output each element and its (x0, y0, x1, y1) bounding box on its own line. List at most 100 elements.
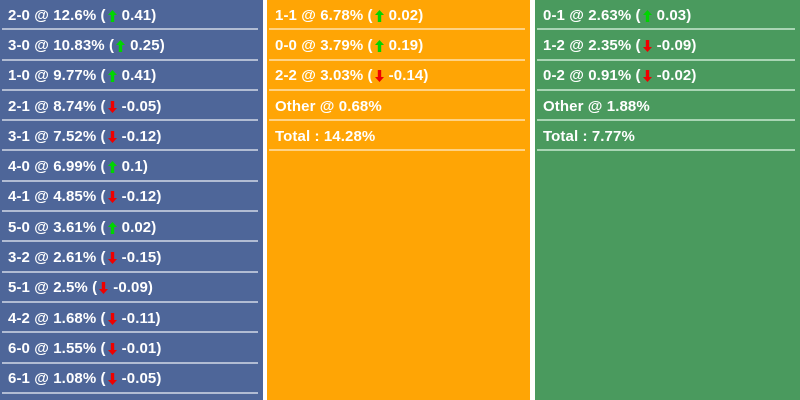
delta-close-paren: ) (156, 127, 162, 145)
row-divider (269, 88, 525, 91)
row-divider (2, 119, 258, 122)
score-row-label: 1-0 @ 9.77% (0.41) (8, 68, 156, 83)
delta-value: -0.05 (121, 370, 157, 388)
score-row[interactable]: 0-2 @ 0.91% (-0.02) (535, 61, 800, 91)
row-divider (269, 119, 525, 122)
score-row-label: 4-1 @ 4.85% (-0.12) (8, 189, 161, 204)
arrow-up-icon (107, 221, 117, 234)
delta-open-paren: ( (104, 36, 115, 54)
arrow-down-icon (107, 312, 117, 325)
score-row[interactable]: 3-1 @ 7.52% (-0.12) (0, 121, 263, 152)
row-divider (537, 58, 795, 61)
row-divider (2, 331, 258, 334)
arrow-up-icon (107, 9, 117, 22)
score-line-text: 0-0 @ 3.79% (275, 36, 364, 54)
score-line-text: 0-2 @ 0.91% (543, 67, 632, 85)
row-divider (2, 270, 258, 273)
score-row[interactable]: Total : 14.28% (267, 121, 530, 152)
score-row[interactable]: 5-1 @ 2.5% (-0.09) (0, 273, 263, 303)
delta-open-paren: ( (631, 67, 641, 85)
delta-value: -0.11 (121, 309, 156, 327)
arrow-down-icon (107, 100, 117, 113)
delta-close-paren: ) (686, 6, 692, 24)
delta-value: -0.15 (121, 249, 157, 267)
row-divider (269, 28, 525, 31)
score-row[interactable]: 1-1 @ 6.78% (0.02) (267, 0, 530, 31)
score-row[interactable]: 3-0 @ 10.83% (0.25) (0, 30, 263, 61)
arrow-up-icon (374, 9, 384, 22)
score-line-text: 1-2 @ 2.35% (543, 36, 632, 54)
panel-divider-gap-1 (263, 0, 267, 400)
score-row[interactable]: 6-0 @ 1.55% (-0.01) (0, 333, 263, 364)
score-row[interactable]: 1-0 @ 9.77% (0.41) (0, 61, 263, 91)
row-divider (537, 119, 795, 122)
score-row[interactable]: 0-0 @ 3.79% (0.19) (267, 30, 530, 61)
score-row[interactable]: 0-1 @ 2.63% (0.03) (535, 0, 800, 31)
delta-open-paren: ( (363, 6, 373, 24)
score-row-label: 0-0 @ 3.79% (0.19) (275, 38, 423, 53)
score-line-text: 4-1 @ 4.85% (8, 188, 97, 206)
row-divider (2, 149, 258, 152)
score-row-label: 3-1 @ 7.52% (-0.12) (8, 129, 161, 144)
delta-value: -0.12 (121, 127, 157, 145)
score-row-label: Other @ 0.68% (275, 99, 382, 114)
score-line-text: 4-0 @ 6.99% (8, 158, 97, 176)
delta-open-paren: ( (96, 249, 106, 267)
score-row-label: Total : 14.28% (275, 129, 375, 144)
delta-value: -0.14 (388, 67, 424, 85)
arrow-up-icon (374, 39, 384, 52)
score-line-text: 2-0 @ 12.6% (8, 6, 97, 24)
row-divider (537, 28, 795, 31)
delta-close-paren: ) (151, 67, 157, 85)
row-divider (537, 88, 795, 91)
score-row[interactable]: 5-0 @ 3.61% (0.02) (0, 212, 263, 243)
row-divider (537, 149, 795, 152)
score-line-text: 0-1 @ 2.63% (543, 6, 632, 24)
score-row[interactable]: 4-0 @ 6.99% (0.1) (0, 151, 263, 182)
arrow-up-icon (107, 161, 117, 174)
delta-value: -0.12 (121, 188, 157, 206)
score-row-label: 0-1 @ 2.63% (0.03) (543, 8, 691, 23)
row-divider (2, 28, 258, 31)
score-row-label: Total : 7.77% (543, 129, 635, 144)
row-divider (269, 149, 525, 152)
delta-value: 0.25 (130, 36, 160, 54)
arrow-down-icon (642, 39, 652, 52)
score-line-text: 6-0 @ 1.55% (8, 339, 97, 357)
delta-close-paren: ) (156, 97, 162, 115)
arrow-down-icon (107, 373, 117, 386)
score-row-label: 1-2 @ 2.35% (-0.09) (543, 38, 696, 53)
delta-open-paren: ( (87, 279, 98, 297)
score-row[interactable]: Other @ 0.68% (267, 91, 530, 122)
delta-close-paren: ) (156, 188, 162, 206)
delta-open-paren: ( (631, 36, 641, 54)
score-row[interactable]: 3-2 @ 2.61% (-0.15) (0, 242, 263, 273)
score-line-text: Other @ 1.88% (543, 97, 650, 115)
score-line-text: Total : 7.77% (543, 127, 635, 145)
score-row[interactable]: Total : 7.77% (535, 121, 800, 152)
score-row[interactable]: Other @ 1.88% (535, 91, 800, 122)
score-row[interactable]: 4-1 @ 4.85% (-0.12) (0, 182, 263, 213)
delta-open-paren: ( (96, 67, 106, 85)
score-row[interactable]: 2-1 @ 8.74% (-0.05) (0, 91, 263, 122)
arrow-up-icon (642, 9, 652, 22)
delta-open-paren: ( (363, 67, 373, 85)
delta-open-paren: ( (96, 218, 106, 236)
arrow-up-icon (116, 39, 126, 52)
score-row[interactable]: 6-1 @ 1.08% (-0.05) (0, 364, 263, 394)
delta-open-paren: ( (363, 36, 373, 54)
score-row[interactable]: 1-2 @ 2.35% (-0.09) (535, 30, 800, 61)
row-divider (2, 361, 258, 364)
delta-value: 0.03 (656, 6, 687, 24)
score-row[interactable]: 2-0 @ 12.6% (0.41) (0, 0, 263, 31)
delta-close-paren: ) (691, 67, 697, 85)
score-row[interactable]: 4-2 @ 1.68% (-0.11) (0, 303, 263, 334)
delta-value: 0.02 (121, 218, 152, 236)
draw-scores-panel: 1-1 @ 6.78% (0.02) 0-0 @ 3.79% (0.19) 2-2 … (267, 0, 530, 400)
row-divider (269, 58, 525, 61)
delta-open-paren: ( (96, 339, 106, 357)
delta-open-paren: ( (96, 97, 106, 115)
score-row-label: Other @ 1.88% (543, 99, 650, 114)
score-row[interactable]: 2-2 @ 3.03% (-0.14) (267, 61, 530, 91)
score-row-label: 3-0 @ 10.83% (0.25) (8, 38, 165, 53)
